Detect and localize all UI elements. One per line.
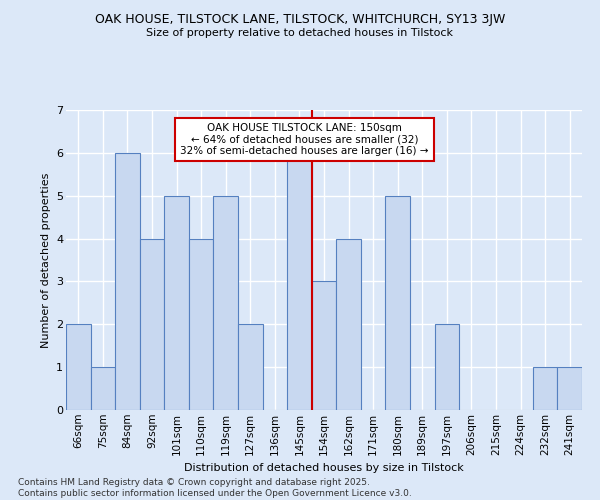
Bar bbox=[115, 153, 140, 410]
Text: OAK HOUSE TILSTOCK LANE: 150sqm
← 64% of detached houses are smaller (32)
32% of: OAK HOUSE TILSTOCK LANE: 150sqm ← 64% of… bbox=[180, 123, 428, 156]
Bar bbox=[557, 367, 582, 410]
Bar bbox=[238, 324, 263, 410]
Bar bbox=[385, 196, 410, 410]
Bar bbox=[312, 282, 336, 410]
Bar bbox=[91, 367, 115, 410]
Bar bbox=[214, 196, 238, 410]
Text: Size of property relative to detached houses in Tilstock: Size of property relative to detached ho… bbox=[146, 28, 454, 38]
Bar bbox=[336, 238, 361, 410]
Bar bbox=[434, 324, 459, 410]
Y-axis label: Number of detached properties: Number of detached properties bbox=[41, 172, 50, 348]
Bar bbox=[164, 196, 189, 410]
Text: OAK HOUSE, TILSTOCK LANE, TILSTOCK, WHITCHURCH, SY13 3JW: OAK HOUSE, TILSTOCK LANE, TILSTOCK, WHIT… bbox=[95, 12, 505, 26]
Bar bbox=[287, 153, 312, 410]
Bar bbox=[66, 324, 91, 410]
Bar bbox=[189, 238, 214, 410]
Text: Contains HM Land Registry data © Crown copyright and database right 2025.
Contai: Contains HM Land Registry data © Crown c… bbox=[18, 478, 412, 498]
X-axis label: Distribution of detached houses by size in Tilstock: Distribution of detached houses by size … bbox=[184, 463, 464, 473]
Bar bbox=[140, 238, 164, 410]
Bar bbox=[533, 367, 557, 410]
